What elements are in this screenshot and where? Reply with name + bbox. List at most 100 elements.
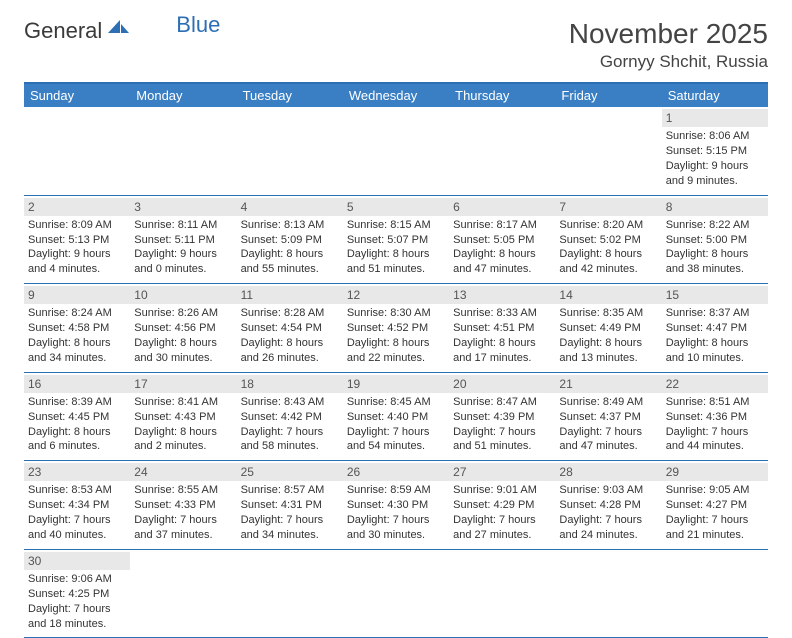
day1-text: Daylight: 7 hours (453, 425, 551, 440)
day-cell (662, 550, 768, 638)
day2-text: and 30 minutes. (347, 528, 445, 543)
day-number: 11 (237, 286, 343, 304)
sunrise-text: Sunrise: 8:53 AM (28, 483, 126, 498)
day2-text: and 40 minutes. (28, 528, 126, 543)
sunset-text: Sunset: 5:13 PM (28, 233, 126, 248)
day-number: 3 (130, 198, 236, 216)
day-cell: 14Sunrise: 8:35 AMSunset: 4:49 PMDayligh… (555, 284, 661, 372)
day-header: Monday (130, 84, 236, 107)
day-cell: 22Sunrise: 8:51 AMSunset: 4:36 PMDayligh… (662, 373, 768, 461)
day-cell: 26Sunrise: 8:59 AMSunset: 4:30 PMDayligh… (343, 461, 449, 549)
day2-text: and 34 minutes. (241, 528, 339, 543)
day-number: 23 (24, 463, 130, 481)
sail-icon (106, 16, 132, 42)
day2-text: and 47 minutes. (453, 262, 551, 277)
day1-text: Daylight: 8 hours (241, 336, 339, 351)
sunset-text: Sunset: 5:15 PM (666, 144, 764, 159)
day-cell (555, 550, 661, 638)
day-cell: 4Sunrise: 8:13 AMSunset: 5:09 PMDaylight… (237, 196, 343, 284)
day1-text: Daylight: 7 hours (28, 513, 126, 528)
week-row: 23Sunrise: 8:53 AMSunset: 4:34 PMDayligh… (24, 461, 768, 550)
sunrise-text: Sunrise: 8:47 AM (453, 395, 551, 410)
day1-text: Daylight: 7 hours (241, 425, 339, 440)
day1-text: Daylight: 8 hours (559, 247, 657, 262)
sunset-text: Sunset: 4:51 PM (453, 321, 551, 336)
day-cell (130, 107, 236, 195)
day-number: 26 (343, 463, 449, 481)
day-number: 9 (24, 286, 130, 304)
day-number: 24 (130, 463, 236, 481)
sunset-text: Sunset: 4:33 PM (134, 498, 232, 513)
day-number: 30 (24, 552, 130, 570)
day1-text: Daylight: 9 hours (666, 159, 764, 174)
day-number: 25 (237, 463, 343, 481)
sunset-text: Sunset: 4:47 PM (666, 321, 764, 336)
day-cell (130, 550, 236, 638)
sunset-text: Sunset: 5:00 PM (666, 233, 764, 248)
header: General Blue November 2025 Gornyy Shchit… (24, 18, 768, 72)
day-number: 16 (24, 375, 130, 393)
sunrise-text: Sunrise: 8:43 AM (241, 395, 339, 410)
day-cell (343, 107, 449, 195)
sunset-text: Sunset: 4:43 PM (134, 410, 232, 425)
day-cell: 7Sunrise: 8:20 AMSunset: 5:02 PMDaylight… (555, 196, 661, 284)
sunrise-text: Sunrise: 8:37 AM (666, 306, 764, 321)
calendar: Sunday Monday Tuesday Wednesday Thursday… (24, 82, 768, 638)
sunrise-text: Sunrise: 8:15 AM (347, 218, 445, 233)
sunrise-text: Sunrise: 8:06 AM (666, 129, 764, 144)
sunrise-text: Sunrise: 8:35 AM (559, 306, 657, 321)
day2-text: and 9 minutes. (666, 174, 764, 189)
day-cell: 24Sunrise: 8:55 AMSunset: 4:33 PMDayligh… (130, 461, 236, 549)
day-number: 4 (237, 198, 343, 216)
day2-text: and 17 minutes. (453, 351, 551, 366)
sunset-text: Sunset: 4:34 PM (28, 498, 126, 513)
day2-text: and 21 minutes. (666, 528, 764, 543)
day-number: 29 (662, 463, 768, 481)
sunset-text: Sunset: 4:31 PM (241, 498, 339, 513)
sunrise-text: Sunrise: 8:24 AM (28, 306, 126, 321)
day-number: 10 (130, 286, 236, 304)
day1-text: Daylight: 8 hours (347, 336, 445, 351)
sunrise-text: Sunrise: 8:11 AM (134, 218, 232, 233)
day2-text: and 24 minutes. (559, 528, 657, 543)
sunrise-text: Sunrise: 8:20 AM (559, 218, 657, 233)
day2-text: and 10 minutes. (666, 351, 764, 366)
sunrise-text: Sunrise: 8:26 AM (134, 306, 232, 321)
day-cell: 19Sunrise: 8:45 AMSunset: 4:40 PMDayligh… (343, 373, 449, 461)
day-number: 21 (555, 375, 661, 393)
day-number: 6 (449, 198, 555, 216)
day-header: Wednesday (343, 84, 449, 107)
day1-text: Daylight: 8 hours (666, 336, 764, 351)
sunset-text: Sunset: 4:56 PM (134, 321, 232, 336)
day-cell (237, 550, 343, 638)
sunrise-text: Sunrise: 8:45 AM (347, 395, 445, 410)
day1-text: Daylight: 7 hours (559, 513, 657, 528)
sunset-text: Sunset: 4:40 PM (347, 410, 445, 425)
day1-text: Daylight: 8 hours (134, 425, 232, 440)
day-cell: 1Sunrise: 8:06 AMSunset: 5:15 PMDaylight… (662, 107, 768, 195)
day-number: 22 (662, 375, 768, 393)
day1-text: Daylight: 9 hours (134, 247, 232, 262)
sunset-text: Sunset: 4:30 PM (347, 498, 445, 513)
day-number: 27 (449, 463, 555, 481)
day-number: 8 (662, 198, 768, 216)
sunrise-text: Sunrise: 8:17 AM (453, 218, 551, 233)
day-cell: 11Sunrise: 8:28 AMSunset: 4:54 PMDayligh… (237, 284, 343, 372)
day2-text: and 47 minutes. (559, 439, 657, 454)
sunset-text: Sunset: 4:49 PM (559, 321, 657, 336)
day2-text: and 30 minutes. (134, 351, 232, 366)
day-cell: 17Sunrise: 8:41 AMSunset: 4:43 PMDayligh… (130, 373, 236, 461)
day-cell: 6Sunrise: 8:17 AMSunset: 5:05 PMDaylight… (449, 196, 555, 284)
logo-text-general: General (24, 18, 102, 44)
day1-text: Daylight: 8 hours (134, 336, 232, 351)
day-cell (24, 107, 130, 195)
day-number: 7 (555, 198, 661, 216)
sunset-text: Sunset: 4:45 PM (28, 410, 126, 425)
day-cell (343, 550, 449, 638)
day-cell: 9Sunrise: 8:24 AMSunset: 4:58 PMDaylight… (24, 284, 130, 372)
sunset-text: Sunset: 5:07 PM (347, 233, 445, 248)
day1-text: Daylight: 8 hours (28, 336, 126, 351)
day-number: 5 (343, 198, 449, 216)
day2-text: and 18 minutes. (28, 617, 126, 632)
sunrise-text: Sunrise: 8:22 AM (666, 218, 764, 233)
